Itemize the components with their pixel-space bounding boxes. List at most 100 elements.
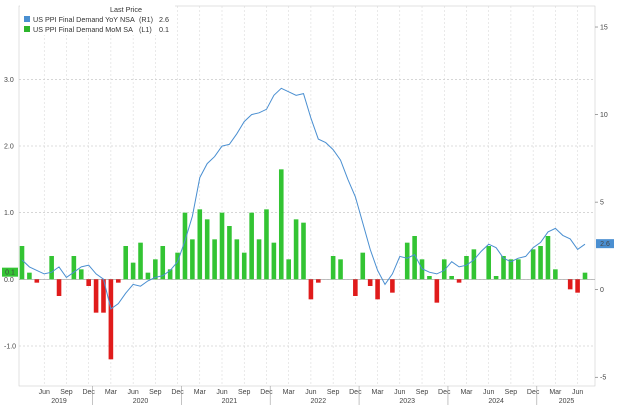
bar: [486, 246, 491, 280]
bar: [71, 256, 77, 280]
month-tick-label: Dec: [527, 389, 540, 396]
bar: [441, 259, 447, 280]
month-tick-label: Sep: [505, 389, 518, 396]
bar: [360, 252, 366, 280]
month-tick-label: Jun: [216, 389, 227, 396]
bar: [338, 259, 343, 280]
bar: [367, 279, 373, 286]
bar: [301, 222, 306, 280]
bar: [123, 246, 129, 280]
month-tick-label: Sep: [416, 389, 429, 396]
bar: [501, 256, 506, 280]
bar: [286, 259, 291, 280]
bar: [227, 226, 232, 280]
left-tick-label: 1.0: [4, 210, 14, 217]
left-end-tag: [2, 267, 18, 277]
month-tick-label: Sep: [60, 389, 73, 396]
bar: [464, 256, 469, 280]
bar: [86, 279, 91, 286]
bar: [212, 239, 217, 280]
bar: [316, 279, 321, 283]
legend-axis-mom: (L1): [139, 25, 152, 34]
bar: [412, 236, 417, 280]
plot-frame: [18, 5, 596, 387]
bar: [204, 219, 210, 280]
month-tick-label: Mar: [372, 389, 385, 396]
bar: [108, 279, 114, 360]
bar: [145, 272, 151, 280]
left-tick-label: 2.0: [4, 144, 14, 151]
month-tick-label: Jun: [127, 389, 138, 396]
bar: [456, 279, 462, 283]
bar: [427, 276, 432, 280]
right-end-tag-label: 2.6: [600, 241, 610, 248]
year-tick-label: 2022: [311, 398, 327, 405]
month-tick-label: Mar: [105, 389, 118, 396]
bar: [249, 212, 254, 280]
year-tick-label: 2023: [399, 398, 415, 405]
bar: [516, 259, 521, 280]
month-tick-label: Mar: [283, 389, 296, 396]
bar: [375, 279, 380, 300]
bar: [538, 246, 543, 280]
bar: [256, 239, 262, 280]
bar: [49, 256, 54, 280]
axes: 3.0 2.0 1.0 0.0 -1.0 15 10 5 0 -5 Jun Sep Dec Mar Jun S…: [2, 25, 614, 405]
left-tick-label: 0.0: [4, 277, 14, 284]
month-tick-label: Sep: [149, 389, 162, 396]
legend-label-mom: US PPI Final Demand MoM SA: [33, 25, 133, 34]
bar: [219, 212, 225, 280]
bar: [419, 259, 425, 280]
month-tick-label: Dec: [349, 389, 362, 396]
bar: [449, 276, 454, 280]
month-tick-label: Mar: [460, 389, 473, 396]
bar: [493, 276, 499, 280]
bar-series: [19, 169, 588, 360]
month-tick-label: Dec: [171, 389, 184, 396]
yoy-line: [21, 87, 586, 310]
month-tick-label: Dec: [260, 389, 273, 396]
bar: [264, 209, 269, 280]
bar: [167, 269, 173, 280]
bar: [175, 252, 180, 280]
legend-header: Last Price: [110, 5, 142, 14]
month-tick-label: Dec: [438, 389, 451, 396]
year-tick-label: 2021: [222, 398, 238, 405]
bar: [278, 169, 284, 280]
right-tick-label: 0: [600, 287, 604, 294]
legend-swatch-yoy: [24, 16, 30, 22]
bar: [308, 279, 314, 300]
bar: [138, 242, 143, 280]
bar: [404, 242, 410, 280]
month-tick-label: Jun: [394, 389, 405, 396]
right-tick-label: 10: [600, 112, 608, 119]
bar: [182, 212, 188, 280]
left-tick-label: 3.0: [4, 77, 14, 84]
bar: [78, 269, 84, 280]
bar: [390, 279, 395, 293]
legend-swatch-mom: [24, 26, 30, 32]
month-tick-label: Mar: [194, 389, 207, 396]
bar: [330, 256, 336, 280]
bar: [582, 272, 588, 280]
bar: [153, 259, 158, 280]
month-tick-label: Jun: [305, 389, 316, 396]
bar: [471, 249, 477, 280]
bar: [56, 279, 62, 296]
bar: [567, 279, 573, 290]
bar: [508, 259, 514, 280]
bar: [241, 252, 247, 280]
bar: [27, 272, 32, 280]
left-end-tag-label: 0.1: [5, 270, 15, 277]
bar: [116, 279, 121, 283]
right-tick-label: 15: [600, 25, 608, 32]
legend-label-yoy: US PPI Final Demand YoY NSA: [33, 15, 135, 24]
bar: [19, 246, 25, 280]
bar: [160, 246, 166, 280]
right-tick-label: 5: [600, 200, 604, 207]
legend: Last Price US PPI Final Demand YoY NSA (…: [20, 5, 175, 35]
bar: [434, 279, 440, 303]
right-end-tag: [596, 239, 614, 249]
